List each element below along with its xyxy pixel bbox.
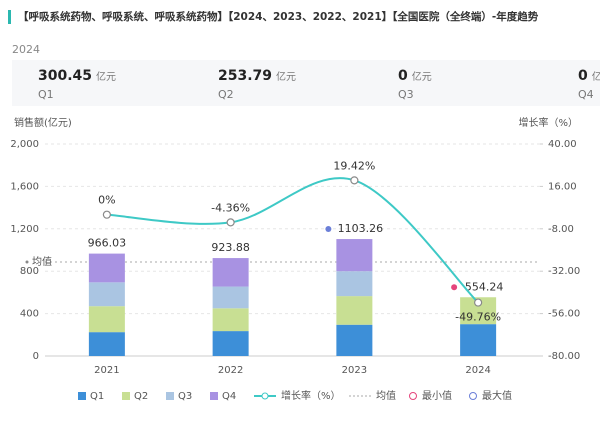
kpi-unit: 亿元 — [591, 72, 600, 83]
kpi-unit: 亿元 — [276, 72, 297, 83]
growth-point — [474, 298, 483, 307]
total-label: 923.88 — [211, 241, 250, 254]
min-marker — [451, 284, 458, 291]
bar-segment — [212, 308, 249, 332]
bar-segment — [212, 258, 249, 287]
max-marker — [325, 226, 332, 233]
bar-segment — [336, 324, 373, 356]
x-tick-label: 2024 — [465, 365, 490, 376]
y2-tick-label: -32.00 — [548, 266, 580, 277]
growth-label: -4.36% — [211, 201, 250, 214]
kpi-band — [12, 60, 600, 106]
y-tick-label: 2,000 — [10, 139, 39, 150]
kpi-card: 300.45 亿元 Q1 — [38, 62, 218, 104]
growth-point — [226, 218, 235, 227]
kpi-label: Q4 — [578, 88, 594, 101]
legend-swatch — [122, 392, 130, 400]
legend-label: 最大值 — [482, 389, 512, 402]
x-tick-label: 2022 — [218, 365, 243, 376]
legend-line-dot — [261, 392, 269, 400]
growth-label: 19.42% — [333, 159, 375, 172]
kpi-unit: 亿元 — [411, 72, 432, 83]
growth-point — [350, 176, 359, 185]
bar-segment — [212, 286, 249, 309]
y-tick-label: 1,200 — [10, 224, 39, 235]
growth-label: 0% — [98, 194, 115, 207]
legend-label: Q1 — [90, 391, 104, 402]
kpi-card: 0 亿元 Q3 — [398, 62, 578, 104]
kpi-label: Q3 — [398, 88, 414, 101]
bar-segment — [88, 282, 125, 307]
kpi-card: 0亿元 Q4 — [578, 62, 600, 104]
bar-segment — [88, 253, 125, 283]
kpi-value: 253.79 亿元 — [218, 68, 297, 84]
y-tick-label: 400 — [20, 309, 39, 320]
legend-label: 最小值 — [422, 389, 452, 402]
title-accent — [8, 10, 11, 24]
bar-segment — [460, 324, 497, 356]
bar-segment — [88, 306, 125, 333]
x-tick-label: 2021 — [94, 365, 119, 376]
y2-tick-label: -8.00 — [548, 224, 574, 235]
growth-point — [102, 210, 111, 219]
mean-label: 均值 — [32, 255, 52, 268]
total-label: 554.24 — [465, 280, 504, 293]
bar-segment — [336, 296, 373, 325]
legend-label: 增长率（%） — [281, 389, 341, 402]
legend-swatch — [210, 392, 218, 400]
y-tick-label: 1,600 — [10, 181, 39, 192]
total-label: 966.03 — [88, 237, 127, 250]
growth-line — [106, 177, 479, 304]
y2-tick-label: -56.00 — [548, 309, 580, 320]
y-tick-label: 0 — [33, 351, 39, 362]
y2-tick-label: -80.00 — [548, 351, 580, 362]
y-tick-label: 800 — [20, 266, 39, 277]
kpi-value: 300.45 亿元 — [38, 68, 117, 84]
bar-segment — [88, 332, 125, 356]
year: 2024 — [12, 43, 40, 56]
y2-tick-label: 40.00 — [548, 139, 577, 150]
kpi-label: Q2 — [218, 88, 234, 101]
mean-dot — [25, 260, 29, 264]
legend-label: Q4 — [222, 391, 236, 402]
legend-label: 均值 — [376, 389, 396, 402]
legend-min — [409, 392, 417, 400]
growth-label: -49.76% — [455, 311, 501, 324]
kpi-unit: 亿元 — [96, 72, 117, 83]
legend-label: Q3 — [178, 391, 192, 402]
kpi-value: 0亿元 — [578, 68, 600, 84]
kpi-card: 253.79 亿元 Q2 — [218, 62, 398, 104]
legend-swatch — [78, 392, 86, 400]
y2-axis-label: 增长率（%） — [518, 116, 578, 129]
legend-max — [469, 392, 477, 400]
bar-segment — [336, 239, 373, 272]
x-tick-label: 2023 — [342, 365, 367, 376]
title: 【呼吸系统药物、呼吸系统、呼吸系统药物】【2024、2023、2022、2021… — [18, 11, 539, 23]
total-label: 1103.26 — [338, 222, 384, 235]
y-axis-label: 销售额(亿元) — [14, 116, 72, 129]
bar-segment — [336, 271, 373, 297]
legend-swatch — [166, 392, 174, 400]
kpi-label: Q1 — [38, 88, 54, 101]
legend-label: Q2 — [134, 391, 148, 402]
y2-tick-label: 16.00 — [548, 181, 577, 192]
bar-segment — [212, 331, 249, 356]
